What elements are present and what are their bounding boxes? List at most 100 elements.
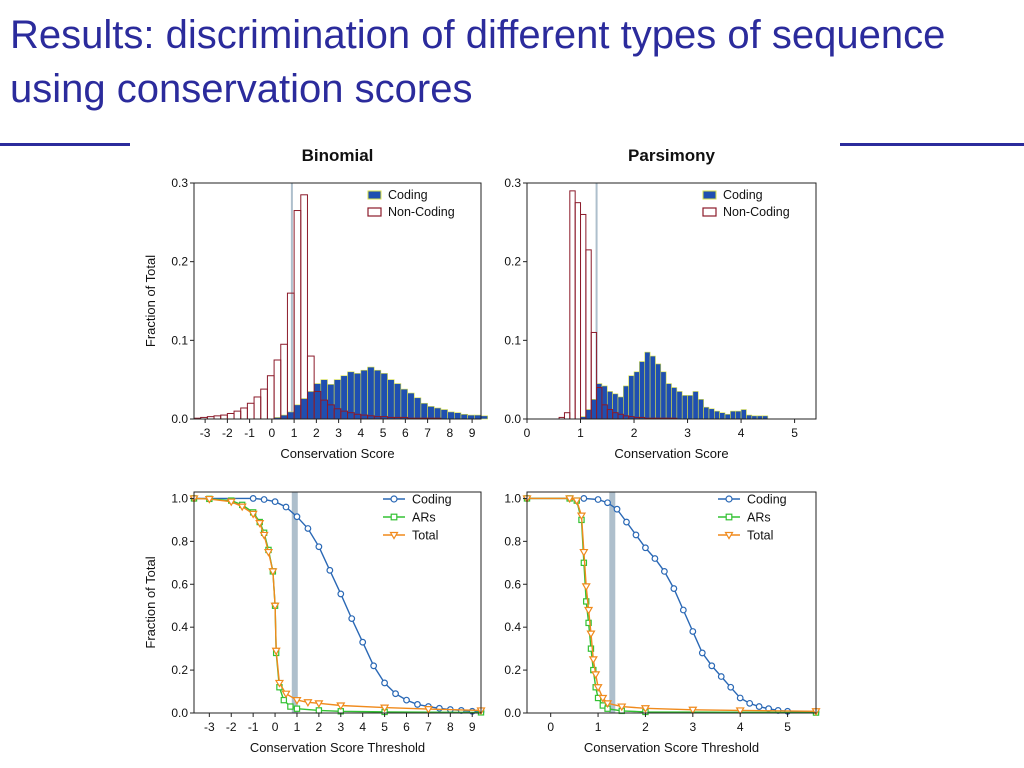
y-tick-label: 0.0: [171, 412, 188, 426]
point-total: [226, 498, 236, 507]
title-underline-left: [0, 143, 130, 146]
point-coding: [337, 590, 345, 598]
point-total: [281, 690, 291, 699]
point-total: [735, 707, 745, 716]
legend-label-total: Total: [412, 529, 438, 543]
point-total: [572, 497, 582, 506]
y-tick-label: 0.4: [504, 620, 521, 634]
point-total: [380, 704, 390, 713]
point-ars: [587, 645, 595, 652]
point-coding: [260, 496, 268, 503]
y-tick-label: 0.3: [171, 176, 188, 190]
point-coding: [348, 615, 356, 622]
point-total: [271, 647, 281, 656]
point-coding: [381, 679, 389, 687]
point-coding: [304, 525, 312, 532]
y-tick-label: 0.2: [171, 255, 188, 269]
bar-coding: [460, 413, 468, 420]
bar-coding: [623, 385, 629, 420]
point-total: [336, 702, 346, 711]
bar-coding: [681, 395, 688, 420]
point-total: [576, 512, 587, 521]
x-tick-label: 0: [269, 426, 276, 440]
x-tick-label: 1: [577, 426, 584, 440]
legend-label-coding: Coding: [412, 493, 452, 507]
bar-coding: [596, 383, 603, 420]
bar-coding: [697, 399, 704, 420]
point-total: [598, 694, 608, 703]
point-total: [688, 706, 698, 715]
x-tick-label: -1: [244, 426, 255, 440]
bar-coding: [400, 388, 408, 420]
x-tick-label: 1: [595, 720, 602, 734]
bar-coding: [300, 398, 308, 420]
bar-coding: [387, 379, 395, 420]
point-total: [640, 705, 650, 713]
bar-coding: [333, 379, 342, 420]
bar-coding: [427, 406, 435, 420]
x-tick-label: 1: [294, 720, 301, 734]
bar-coding: [628, 375, 635, 420]
x-axis-label: Conservation Score: [280, 446, 394, 461]
x-axis-label: Conservation Score: [614, 446, 728, 461]
legend-marker-coding: [725, 495, 733, 503]
bar-coding: [633, 371, 640, 420]
x-tick-label: -3: [204, 720, 215, 734]
bar-coding: [644, 351, 651, 420]
bar-coding: [293, 404, 302, 420]
bar-coding: [287, 411, 295, 420]
x-tick-label: -1: [248, 720, 259, 734]
bar-coding: [353, 373, 362, 420]
bar-coding: [687, 395, 694, 420]
point-total: [292, 697, 302, 705]
point-total: [204, 495, 214, 504]
x-tick-label: 4: [737, 720, 744, 734]
bar-coding: [313, 383, 322, 420]
bar-coding: [606, 391, 613, 420]
x-tick-label: 3: [335, 426, 342, 440]
bar-coding: [320, 379, 328, 420]
bar-coding: [480, 415, 488, 420]
point-coding: [594, 496, 602, 503]
point-total: [593, 684, 603, 692]
point-coding: [435, 704, 443, 712]
bar-coding: [467, 414, 475, 420]
title-underline-right: [840, 143, 1024, 146]
point-coding: [293, 513, 301, 521]
threshold-band: [609, 492, 616, 713]
y-tick-label: 0.6: [504, 577, 521, 591]
point-coding: [727, 683, 735, 691]
point-total: [602, 700, 613, 709]
bar-coding: [393, 383, 402, 420]
bar-coding: [735, 410, 742, 420]
bar-coding: [447, 411, 455, 420]
point-total: [303, 699, 313, 707]
x-tick-label: 8: [447, 720, 454, 734]
point-ars: [585, 619, 592, 627]
point-total: [586, 630, 596, 639]
x-tick-label: 3: [689, 720, 696, 734]
point-total: [581, 583, 591, 592]
x-tick-label: 2: [313, 426, 320, 440]
point-coding: [370, 662, 378, 670]
point-coding: [414, 701, 421, 708]
bar-coding: [340, 375, 348, 420]
point-coding: [651, 555, 659, 562]
point-coding: [717, 673, 725, 680]
point-coding: [249, 495, 257, 502]
y-tick-label: 0.4: [171, 620, 188, 634]
point-coding: [580, 495, 588, 502]
y-tick-label: 0.0: [504, 706, 521, 720]
x-axis-label: Conservation Score Threshold: [250, 740, 425, 755]
bar-coding: [617, 396, 624, 420]
y-tick-label: 0.2: [504, 255, 521, 269]
x-tick-label: 3: [337, 720, 344, 734]
point-total: [255, 520, 265, 528]
point-coding: [746, 699, 754, 707]
x-tick-label: 5: [381, 720, 388, 734]
legend-swatch-noncoding: [367, 207, 382, 217]
x-tick-label: 4: [738, 426, 745, 440]
point-total: [591, 671, 601, 680]
bar-coding: [413, 397, 422, 420]
y-tick-label: 1.0: [171, 491, 188, 505]
